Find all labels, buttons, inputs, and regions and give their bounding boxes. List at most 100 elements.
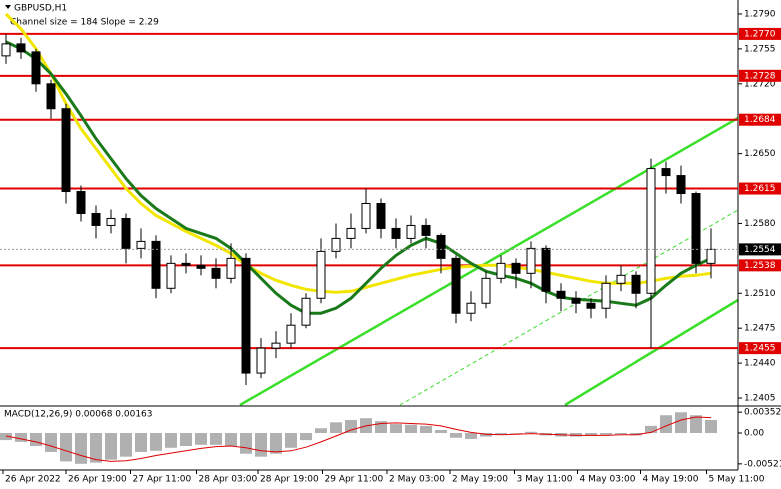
candle-body <box>286 324 296 344</box>
chart-subtitle: Channel size = 184 Slope = 2.29 <box>10 18 159 28</box>
macd-bar <box>270 432 282 454</box>
macd-bar <box>585 432 597 436</box>
macd-tick-label: -0.00521 <box>744 459 781 469</box>
macd-signal <box>5 416 712 462</box>
macd-bar <box>210 432 222 445</box>
level-label: 1.2538 <box>744 261 776 271</box>
candle-body <box>316 250 326 299</box>
macd-bar <box>240 432 252 454</box>
macd-bar <box>600 432 612 435</box>
candle-body <box>451 257 461 314</box>
macd-bar <box>60 432 72 462</box>
macd-bar <box>90 432 102 463</box>
macd-bar <box>330 422 342 433</box>
candle-body <box>646 168 656 294</box>
candle-body <box>556 290 566 299</box>
macd-bar <box>480 432 492 437</box>
candle-body <box>211 267 221 279</box>
level-label-box <box>739 27 781 40</box>
candle-body <box>376 202 386 229</box>
x-tick-label: 2 May 03:00 <box>389 475 445 485</box>
channel-lower <box>564 298 739 407</box>
candle-body <box>676 175 686 195</box>
macd-bar <box>525 431 537 433</box>
x-tick-label: 28 Apr 03:00 <box>199 475 258 485</box>
x-tick-label: 27 Apr 11:00 <box>133 475 192 485</box>
macd-bar <box>75 432 87 464</box>
macd-bar <box>450 432 462 438</box>
candle-body <box>526 247 536 274</box>
candle-body <box>586 302 596 309</box>
y-tick-label: 1.2720 <box>744 79 776 89</box>
macd-bar <box>285 432 297 448</box>
candle-body <box>661 168 671 177</box>
candle-body <box>46 83 56 110</box>
macd-title: MACD(12,26,9) 0.00068 0.00163 <box>4 410 153 420</box>
candle-body <box>466 302 476 314</box>
y-tick-label: 1.2510 <box>744 289 776 299</box>
macd-bar <box>135 432 147 452</box>
candle-body <box>481 277 491 304</box>
macd-bar <box>390 424 402 433</box>
macd-bar <box>195 432 207 445</box>
candle-body <box>16 43 26 53</box>
channel-mid <box>399 209 739 406</box>
candle-body <box>346 227 356 239</box>
macd-bar <box>345 419 357 433</box>
candle-body <box>91 212 101 226</box>
candle-body <box>406 224 416 239</box>
candle-body <box>421 224 431 236</box>
candle-body <box>196 264 206 269</box>
y-tick-label: 1.2475 <box>744 324 776 334</box>
x-tick-label: 28 Apr 19:00 <box>260 475 319 485</box>
y-tick-label: 1.2440 <box>744 359 776 369</box>
x-tick-label: 5 May 11:00 <box>709 475 765 485</box>
macd-bar <box>465 432 477 439</box>
macd-bar <box>615 432 627 435</box>
candle-body <box>181 262 191 266</box>
macd-bar <box>645 425 657 433</box>
macd-bar <box>45 432 57 452</box>
level-label-box <box>739 259 781 272</box>
macd-tick-label: 0.00352 <box>744 408 781 418</box>
macd-bar <box>675 412 687 433</box>
channel <box>239 116 739 407</box>
macd-bar <box>495 432 507 435</box>
level-label-box <box>739 69 781 82</box>
macd-bar <box>420 425 432 433</box>
level-label: 1.2770 <box>744 29 776 39</box>
candle-body <box>151 240 161 289</box>
candle-body <box>76 191 86 214</box>
macd-bar <box>180 432 192 447</box>
candle-body <box>541 247 551 292</box>
level-label-box <box>739 113 781 126</box>
macd-bar <box>375 421 387 433</box>
candle-body <box>106 217 116 226</box>
candle-body <box>121 217 131 249</box>
candle-body <box>166 262 176 289</box>
macd-bar <box>510 432 522 434</box>
macd-bar <box>30 432 42 447</box>
chart-title: GBPUSD,H1 <box>14 4 67 14</box>
candle-body <box>571 297 581 304</box>
macd-bar <box>630 432 642 436</box>
macd-bar <box>315 428 327 433</box>
macd-bar <box>255 432 267 457</box>
candle-body <box>241 257 251 374</box>
macd-bar <box>660 415 672 433</box>
level-label: 1.2728 <box>744 71 776 81</box>
macd-bar <box>150 432 162 451</box>
y-tick-label: 1.2405 <box>744 394 776 404</box>
candle-body <box>631 274 641 294</box>
channel-upper <box>239 116 739 407</box>
level-label-box <box>739 182 781 195</box>
x-tick-label: 4 May 03:00 <box>580 475 636 485</box>
level-label: 1.2455 <box>744 344 776 354</box>
macd-tick-label: 0.00 <box>744 428 764 438</box>
candle-body <box>331 237 341 252</box>
candle-body <box>496 262 506 279</box>
y-tick-label: 1.2790 <box>744 9 776 19</box>
moving-average <box>5 40 712 315</box>
candle-body <box>601 282 611 309</box>
